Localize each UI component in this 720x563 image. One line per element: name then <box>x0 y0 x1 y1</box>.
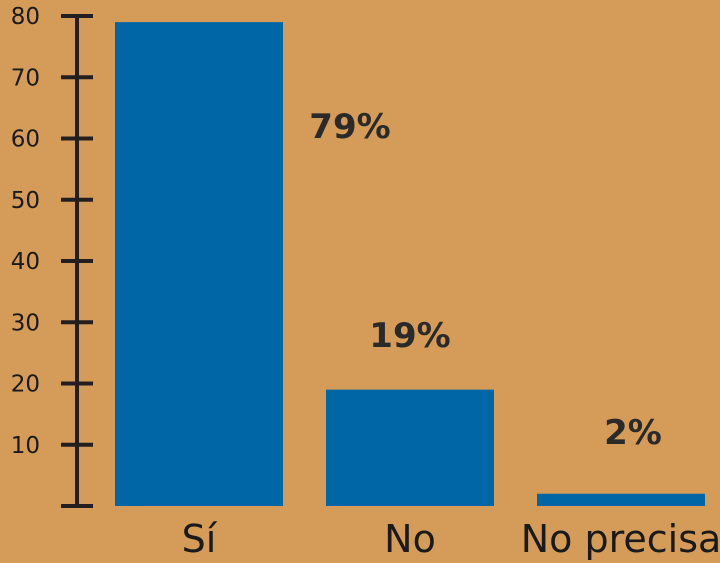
y-tick-label: 40 <box>11 249 40 275</box>
y-tick-label: 30 <box>11 310 40 336</box>
y-axis: 10 20 30 40 50 60 70 80 <box>11 4 93 508</box>
y-tick-label: 60 <box>11 127 40 153</box>
bars-group <box>115 22 705 506</box>
bar-2 <box>537 493 705 506</box>
y-tick-label: 20 <box>11 372 40 398</box>
bar-1 <box>326 389 494 506</box>
y-tick-label: 70 <box>11 65 40 91</box>
y-tick-label: 10 <box>11 433 40 459</box>
bar-0 <box>115 22 283 506</box>
y-tick-label: 50 <box>11 188 40 214</box>
x-category-label: No precisa <box>521 517 720 561</box>
labels-group: Sí No No precisa 79% 19% 2% <box>182 107 720 561</box>
data-label: 19% <box>369 316 450 356</box>
y-tick-label: 80 <box>11 4 40 30</box>
x-category-label: No <box>384 517 436 561</box>
data-label: 2% <box>604 413 662 453</box>
data-label: 79% <box>309 107 390 147</box>
x-category-label: Sí <box>182 517 218 561</box>
